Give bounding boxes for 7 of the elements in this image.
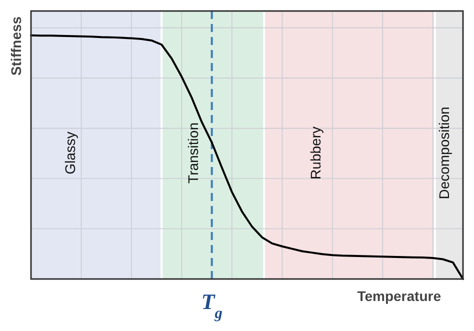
- annotation: Transition: [184, 122, 201, 184]
- text: T$_{g}$: [201, 289, 223, 322]
- annotation: Decomposition: [436, 106, 452, 200]
- annotation: Glassy: [62, 132, 78, 174]
- annotation: Rubbery: [308, 126, 324, 180]
- y-axis-title: Stiffness: [8, 16, 24, 76]
- x-axis-title: Temperature: [357, 288, 442, 304]
